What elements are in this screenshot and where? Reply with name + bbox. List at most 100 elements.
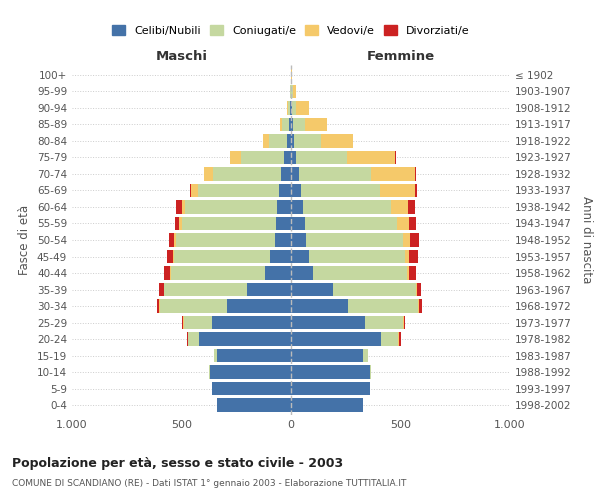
Bar (296, 150, 347, 164)
Bar (284, 150, 291, 164)
Bar (417, 283, 421, 296)
Bar (415, 184, 417, 197)
Bar (164, 266, 170, 280)
Bar (305, 216, 397, 230)
Text: Maschi: Maschi (155, 50, 208, 62)
Bar (391, 200, 408, 214)
Bar (291, 382, 370, 396)
Bar (269, 134, 287, 147)
Bar (291, 250, 308, 264)
Bar (418, 300, 419, 313)
Bar (175, 216, 179, 230)
Bar (291, 134, 294, 147)
Bar (416, 283, 417, 296)
Bar (170, 266, 265, 280)
Bar (210, 366, 291, 379)
Bar (199, 332, 291, 346)
Bar (265, 266, 291, 280)
Bar (291, 150, 296, 164)
Bar (214, 349, 217, 362)
Bar (405, 250, 409, 264)
Bar (291, 184, 301, 197)
Bar (212, 382, 291, 396)
Bar (182, 200, 185, 214)
Bar (188, 332, 199, 346)
Bar (227, 300, 291, 313)
Bar (395, 150, 396, 164)
Bar (217, 349, 291, 362)
Text: COMUNE DI SCANDIANO (RE) - Dati ISTAT 1° gennaio 2003 - Elaborazione TUTTITALIA.: COMUNE DI SCANDIANO (RE) - Dati ISTAT 1°… (12, 479, 406, 488)
Bar (289, 118, 291, 131)
Bar (184, 316, 212, 330)
Legend: Celibi/Nubili, Coniugati/e, Vedovi/e, Divorziati/e: Celibi/Nubili, Coniugati/e, Vedovi/e, Di… (109, 22, 473, 39)
Bar (174, 250, 270, 264)
Bar (381, 332, 398, 346)
Bar (185, 200, 277, 214)
Bar (410, 233, 419, 247)
Text: Femmine: Femmine (367, 50, 434, 62)
Bar (403, 233, 410, 247)
Bar (291, 167, 299, 180)
Bar (398, 332, 400, 346)
Bar (160, 300, 227, 313)
Bar (167, 250, 173, 264)
Bar (275, 233, 291, 247)
Bar (281, 167, 291, 180)
Bar (291, 349, 363, 362)
Bar (419, 300, 422, 313)
Bar (179, 216, 182, 230)
Bar (213, 167, 281, 180)
Bar (277, 200, 291, 214)
Bar (320, 134, 353, 147)
Bar (182, 216, 275, 230)
Bar (157, 300, 159, 313)
Bar (176, 200, 182, 214)
Bar (299, 167, 371, 180)
Bar (176, 233, 275, 247)
Bar (230, 150, 241, 164)
Bar (409, 266, 416, 280)
Bar (247, 283, 291, 296)
Bar (182, 316, 183, 330)
Bar (291, 283, 332, 296)
Bar (279, 184, 291, 197)
Bar (292, 84, 293, 98)
Bar (159, 283, 164, 296)
Bar (174, 233, 176, 247)
Bar (348, 300, 418, 313)
Bar (291, 366, 370, 379)
Bar (263, 134, 269, 147)
Bar (209, 366, 210, 379)
Bar (291, 332, 381, 346)
Bar (313, 266, 407, 280)
Bar (409, 216, 416, 230)
Bar (370, 366, 371, 379)
Bar (291, 118, 293, 131)
Bar (308, 250, 405, 264)
Bar (291, 233, 307, 247)
Bar (347, 150, 395, 164)
Bar (380, 184, 415, 197)
Bar (408, 200, 415, 214)
Bar (404, 316, 405, 330)
Bar (305, 118, 327, 131)
Bar (173, 250, 174, 264)
Bar (291, 300, 348, 313)
Bar (296, 101, 308, 114)
Bar (290, 101, 291, 114)
Bar (407, 266, 409, 280)
Bar (415, 167, 416, 180)
Bar (291, 200, 303, 214)
Bar (205, 167, 213, 180)
Bar (287, 134, 291, 147)
Bar (291, 398, 363, 412)
Bar (217, 398, 291, 412)
Bar (293, 84, 296, 98)
Bar (280, 118, 282, 131)
Bar (275, 216, 291, 230)
Y-axis label: Fasce di età: Fasce di età (19, 205, 31, 275)
Bar (288, 101, 290, 114)
Bar (303, 200, 391, 214)
Bar (291, 266, 313, 280)
Text: Popolazione per età, sesso e stato civile - 2003: Popolazione per età, sesso e stato civil… (12, 458, 343, 470)
